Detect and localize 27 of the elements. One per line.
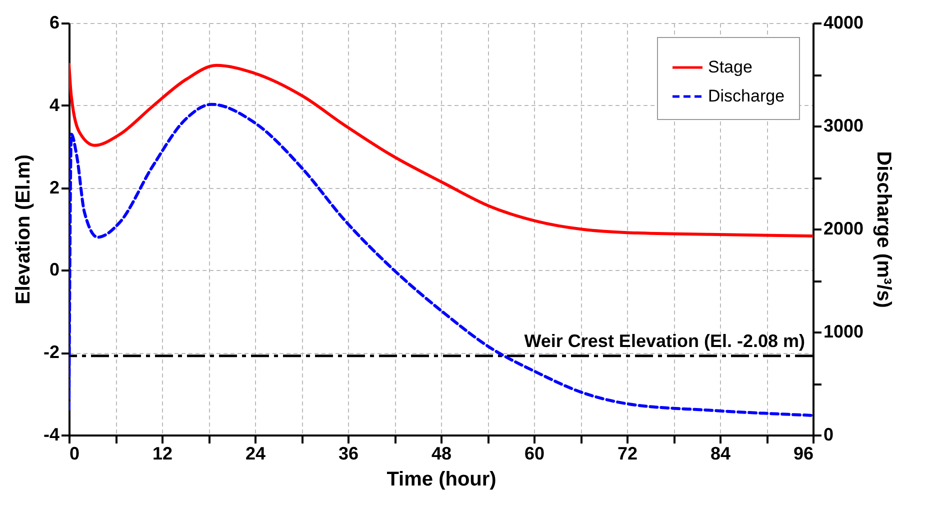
x-tick-label: 48 [431, 444, 452, 464]
y-tick-label: 0 [49, 260, 60, 280]
x-tick-label: 96 [793, 444, 814, 464]
y-tick-label: 2 [49, 177, 60, 198]
y-tick-label: 6 [49, 12, 60, 32]
x-tick-label: 0 [70, 444, 80, 464]
y-axis-title: Elevation (El.m) [12, 154, 34, 305]
legend-label: Discharge [708, 86, 785, 106]
y2-tick-label: 2000 [824, 218, 864, 238]
y-tick-label: -2 [43, 342, 60, 362]
y2-axis-title: Discharge (m³/s) [872, 151, 895, 308]
x-tick-label: 24 [245, 444, 266, 464]
x-tick-label: 84 [710, 444, 731, 464]
x-axis-title: Time (hour) [386, 468, 496, 490]
legend-label: Stage [708, 58, 752, 76]
y2-tick-label: 4000 [824, 12, 864, 32]
y-tick-label: -4 [43, 424, 60, 444]
x-tick-label: 60 [524, 444, 545, 464]
line-series [69, 62, 813, 238]
x-tick-label: 72 [617, 444, 638, 464]
y-tick-label: 4 [49, 94, 60, 115]
y2-tick-label: 0 [824, 424, 834, 444]
y2-tick-label: 3000 [824, 116, 864, 136]
y2-tick-label: 1000 [824, 322, 864, 342]
x-tick-label: 36 [338, 444, 359, 464]
x-tick-label: 12 [152, 444, 173, 464]
ref-line-label: Weir Crest Elevation (El. -2.08 m) [524, 330, 805, 351]
